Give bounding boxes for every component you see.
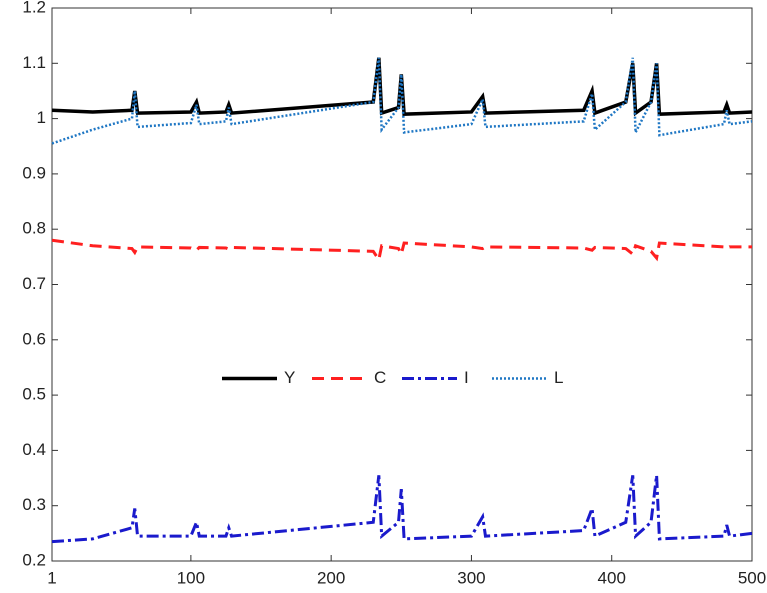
y-tick-label: 0.9 bbox=[22, 163, 46, 182]
y-tick-label: 1.2 bbox=[22, 0, 46, 16]
y-tick-label: 0.8 bbox=[22, 219, 46, 238]
legend-label: Y bbox=[284, 368, 295, 387]
series-line bbox=[51, 57, 753, 145]
y-tick-label: 0.2 bbox=[22, 550, 46, 569]
legend-label: L bbox=[554, 368, 563, 387]
x-tick-label: 1 bbox=[47, 568, 56, 587]
y-tick-label: 1 bbox=[37, 108, 46, 127]
y-tick-label: 0.3 bbox=[22, 495, 46, 514]
x-tick-label: 500 bbox=[738, 568, 766, 587]
x-tick-label: 100 bbox=[177, 568, 205, 587]
series-line bbox=[51, 57, 753, 117]
y-tick-label: 0.7 bbox=[22, 274, 46, 293]
series-line bbox=[51, 475, 753, 544]
legend-label: C bbox=[374, 368, 386, 387]
y-tick-label: 1.1 bbox=[22, 53, 46, 72]
legend-label: I bbox=[464, 368, 469, 387]
y-tick-label: 0.6 bbox=[22, 329, 46, 348]
series-line bbox=[51, 238, 752, 264]
x-tick-label: 300 bbox=[457, 568, 485, 587]
x-tick-label: 400 bbox=[598, 568, 626, 587]
y-tick-label: 0.5 bbox=[22, 385, 46, 404]
x-tick-label: 200 bbox=[317, 568, 345, 587]
y-tick-label: 0.4 bbox=[22, 440, 46, 459]
